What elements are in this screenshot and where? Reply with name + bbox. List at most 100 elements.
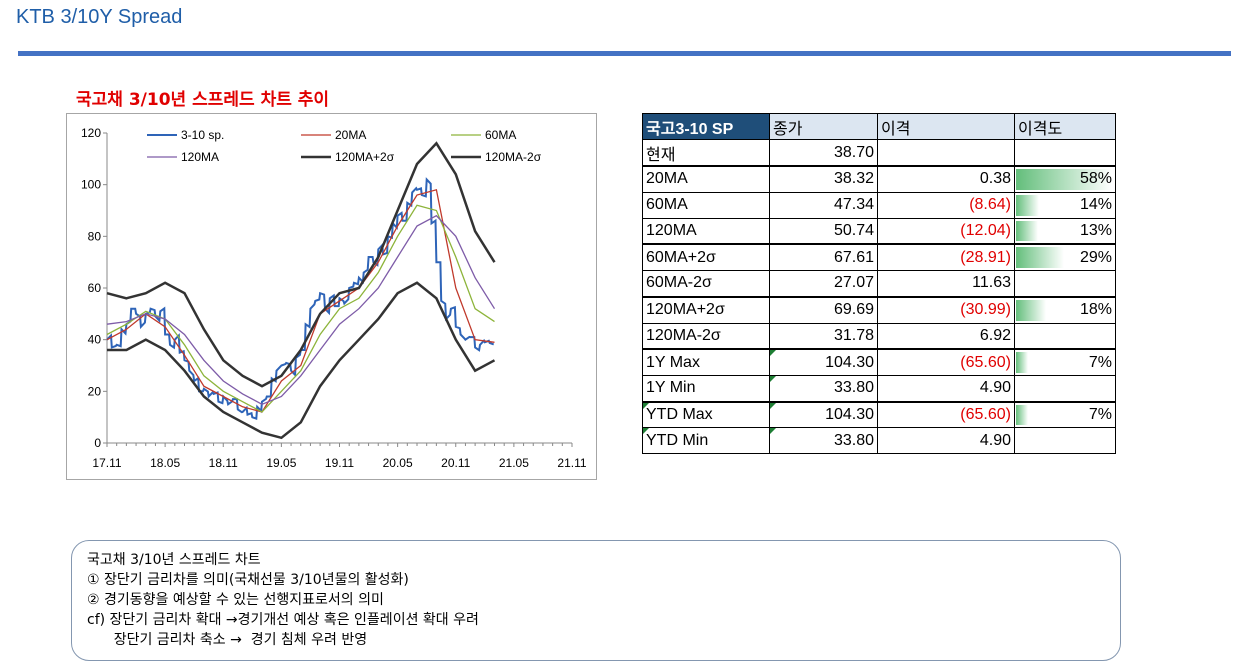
row-label: 1Y Min (642, 374, 770, 403)
row-close: 67.61 (769, 243, 878, 272)
row-ratio: 18% (1014, 295, 1116, 324)
chart-title: 국고채 3/10년 스프레드 차트 추이 (76, 90, 330, 110)
row-gap: 4.90 (877, 374, 1015, 403)
y-tick-label: 20 (88, 384, 102, 398)
row-ratio: 7% (1014, 400, 1116, 429)
x-tick-label: 17.11 (92, 456, 121, 470)
page-title: KTB 3/10Y Spread (16, 6, 183, 28)
table-row: 60MA-2σ 27.07 11.63 (642, 270, 1116, 298)
x-tick-label: 18.11 (209, 456, 238, 470)
row-label-text: YTD Max (646, 405, 713, 423)
row-label: 현재 (642, 139, 770, 167)
row-close-text: 33.80 (833, 379, 874, 397)
ratio-value: 14% (1079, 196, 1112, 214)
ratio-value: 7% (1088, 353, 1112, 371)
comment-marker-icon (770, 403, 776, 409)
row-close: 69.69 (769, 295, 878, 324)
ratio-data-bar (1016, 404, 1028, 426)
note-line: ② 경기동향을 예상할 수 있는 선행지표로서의 의미 (87, 592, 384, 608)
table-row: 60MA+2σ 67.61 (28.91) 29% (642, 243, 1116, 272)
y-tick-label: 60 (88, 281, 102, 295)
row-ratio (1014, 322, 1116, 350)
row-gap: (65.60) (877, 348, 1015, 376)
legend-label: 120MA-2σ (485, 150, 542, 164)
table-row: 1Y Max 104.30 (65.60) 7% (642, 348, 1116, 376)
y-tick-label: 40 (88, 333, 102, 347)
header-close: 종가 (769, 112, 878, 141)
row-close: 104.30 (769, 348, 878, 376)
row-close: 38.32 (769, 164, 878, 193)
notes-box: 국고채 3/10년 스프레드 차트 ① 장단기 금리차를 의미(국채선물 3/1… (71, 540, 1121, 661)
row-close: 47.34 (769, 191, 878, 219)
row-close: 33.80 (769, 427, 878, 455)
ratio-value: 7% (1088, 405, 1112, 423)
row-label: 60MA (642, 191, 770, 219)
series-line-4 (106, 141, 496, 388)
row-ratio: 58% (1014, 164, 1116, 193)
row-label-text: YTD Min (646, 431, 709, 449)
row-close-text: 104.30 (825, 353, 874, 371)
row-gap: 0.38 (877, 164, 1015, 193)
ratio-data-bar (1016, 247, 1064, 269)
row-gap: (28.91) (877, 243, 1015, 272)
x-tick-label: 21.05 (499, 456, 529, 470)
series-line-1 (106, 188, 495, 413)
table-row: 120MA+2σ 69.69 (30.99) 18% (642, 295, 1116, 324)
legend-label: 120MA+2σ (335, 150, 395, 164)
table-row: YTD Min 33.80 4.90 (642, 427, 1116, 455)
row-close: 31.78 (769, 322, 878, 350)
ratio-data-bar (1016, 194, 1040, 216)
ratio-value: 58% (1079, 170, 1112, 188)
row-close: 27.07 (769, 270, 878, 298)
row-label: 120MA+2σ (642, 295, 770, 324)
x-tick-label: 18.05 (150, 456, 180, 470)
row-ratio (1014, 427, 1116, 455)
chart-svg: 0 20 40 60 80 100 120 17.11 18.05 18.11 19.05 19.11… (81, 126, 587, 470)
legend-label: 20MA (335, 128, 366, 142)
table-row: 120MA-2σ 31.78 6.92 (642, 322, 1116, 350)
ratio-value: 13% (1079, 222, 1112, 240)
legend-label: 60MA (485, 128, 516, 142)
row-close: 104.30 (769, 400, 878, 429)
row-close-text: 104.30 (825, 405, 874, 423)
legend-label: 3-10 sp. (181, 128, 224, 142)
header-name: 국고3-10 SP (642, 112, 770, 141)
comment-marker-icon (770, 428, 776, 435)
header-ratio: 이격도 (1014, 112, 1116, 141)
y-tick-label: 120 (81, 126, 101, 140)
ratio-data-bar (1016, 299, 1046, 321)
spread-table: 국고3-10 SP 종가 이격 이격도 현재 38.70 20MA 38.32 0.38… (642, 112, 1116, 455)
row-label: YTD Min (642, 427, 770, 455)
ratio-data-bar (1016, 352, 1028, 373)
row-ratio (1014, 374, 1116, 403)
comment-marker-icon (643, 428, 649, 435)
ratio-data-bar (1016, 220, 1038, 242)
note-line: cf) 장단기 금리차 확대 →경기개선 예상 혹은 인플레이션 확대 우려 (87, 612, 479, 628)
series-line-5 (107, 281, 496, 440)
row-close: 50.74 (769, 217, 878, 245)
row-label: 120MA-2σ (642, 322, 770, 350)
comment-marker-icon (643, 403, 649, 409)
comment-marker-icon (770, 351, 776, 357)
x-tick-label: 19.11 (325, 456, 354, 470)
row-label: 60MA-2σ (642, 270, 770, 298)
title-divider (18, 51, 1231, 56)
x-tick-label: 20.11 (441, 456, 470, 470)
note-line: 장단기 금리차 축소 → 경기 침체 우려 반영 (87, 632, 368, 648)
x-tick-label: 20.05 (383, 456, 413, 470)
table-header-row: 국고3-10 SP 종가 이격 이격도 (642, 112, 1116, 141)
table-row: 60MA 47.34 (8.64) 14% (642, 191, 1116, 219)
row-label: 60MA+2σ (642, 243, 770, 272)
ratio-value: 18% (1079, 301, 1112, 319)
row-gap: (12.04) (877, 217, 1015, 245)
row-gap: 4.90 (877, 427, 1015, 455)
row-ratio: 13% (1014, 217, 1116, 245)
table-row: 120MA 50.74 (12.04) 13% (642, 217, 1116, 245)
spread-chart: 0 20 40 60 80 100 120 17.11 18.05 18.11 19.05 19.11… (66, 113, 597, 480)
row-close-text: 33.80 (833, 431, 874, 449)
row-close: 38.70 (769, 139, 878, 167)
table-row: 20MA 38.32 0.38 58% (642, 164, 1116, 193)
ratio-value: 29% (1079, 248, 1112, 266)
row-gap: (8.64) (877, 191, 1015, 219)
note-line: ① 장단기 금리차를 의미(국채선물 3/10년물의 활성화) (87, 572, 409, 588)
